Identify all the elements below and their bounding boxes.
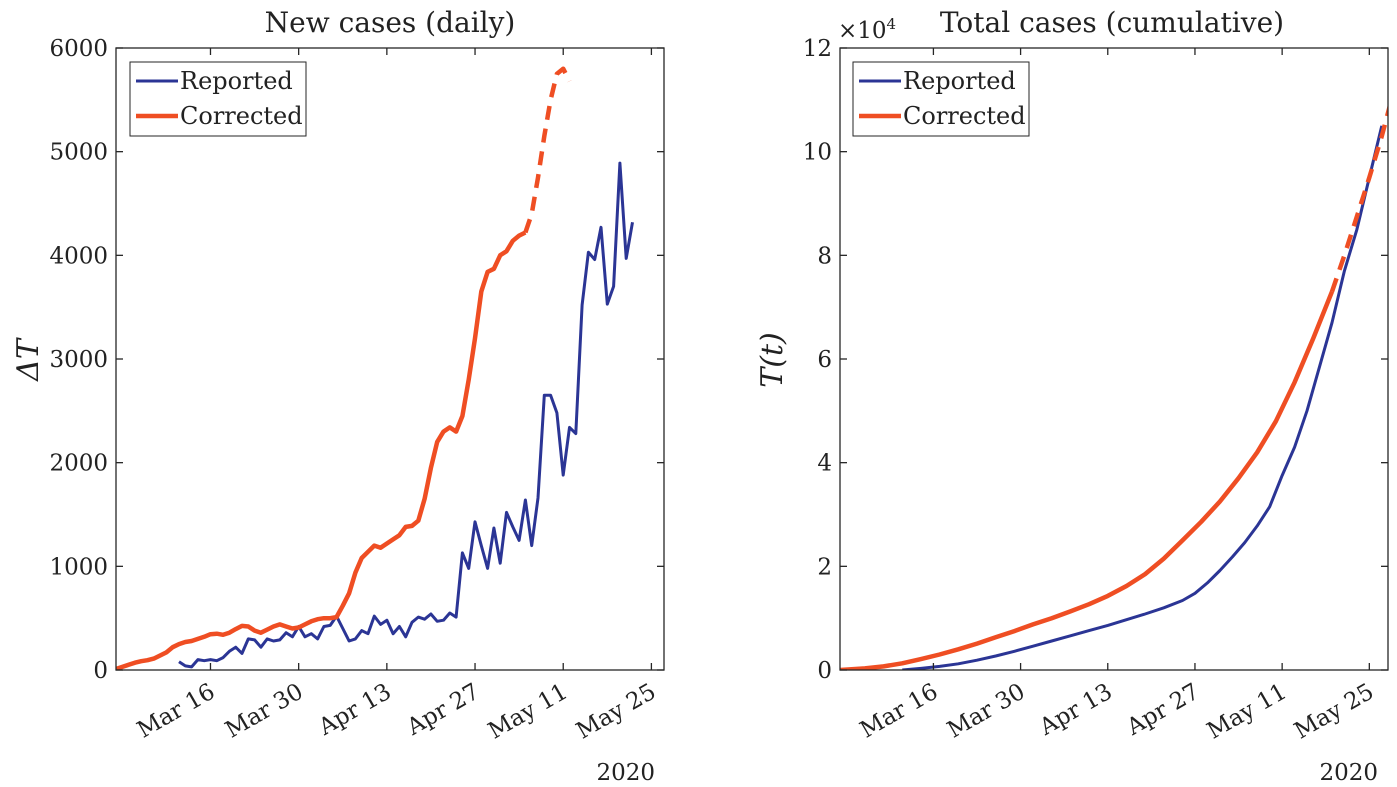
reported-series-line <box>902 125 1384 670</box>
x-tick-label: Apr 13 <box>314 679 396 741</box>
x-tick-label: May 25 <box>572 679 660 745</box>
y-tick-label: 0 <box>93 658 108 684</box>
y-tick-label: 6000 <box>49 36 108 62</box>
x-tick-label: Apr 27 <box>1122 679 1204 741</box>
x-tick-label: Mar 16 <box>133 679 219 744</box>
y-tick-label: 3000 <box>49 347 108 373</box>
y-tick-label: 1000 <box>49 554 108 580</box>
daily-cases-panel: New cases (daily) ΔT 2020 0 1000 2000 3000 4… <box>11 6 665 786</box>
reported-series-line <box>178 161 634 669</box>
y-tick-label: 4 <box>817 451 832 477</box>
legend-label: Corrected <box>180 102 303 130</box>
y-tick-label: 8 <box>817 243 832 269</box>
cumulative-cases-panel: Total cases (cumulative) T(t) 2020 ×104 … <box>755 6 1389 786</box>
x-tick-label: May 25 <box>1290 679 1378 745</box>
y-tick-label: 12 <box>803 36 832 62</box>
legend-label: Corrected <box>903 102 1026 130</box>
x-tick-label: Apr 13 <box>1035 679 1117 741</box>
y-tick-label: 2 <box>817 554 832 580</box>
x-tick-label: Mar 16 <box>856 679 942 744</box>
y-axis-label: T(t) <box>755 332 790 387</box>
corrected-series-line <box>116 230 527 670</box>
x-tick-label: Mar 30 <box>221 679 307 744</box>
y-tick-label: 2000 <box>49 451 108 477</box>
x-axis-year: 2020 <box>1319 760 1378 786</box>
corrected-series-line <box>840 290 1335 670</box>
chart-title: Total cases (cumulative) <box>940 6 1284 39</box>
y-tick-label: 0 <box>817 658 832 684</box>
legend-box <box>129 61 307 137</box>
x-tick-label: May 11 <box>1203 679 1291 745</box>
x-axis-year: 2020 <box>596 760 655 786</box>
x-tick-label: Mar 30 <box>943 679 1029 744</box>
y-tick-label: 5000 <box>49 140 108 166</box>
legend: Reported Corrected <box>129 61 307 137</box>
corrected-projection-series-line <box>523 66 572 234</box>
y-tick-label: 6 <box>817 347 832 373</box>
y-tick-label: 4000 <box>49 243 108 269</box>
x-tick-label: Apr 27 <box>402 679 484 741</box>
legend-box <box>852 61 1030 137</box>
legend-label: Reported <box>180 67 293 95</box>
axes-box <box>115 47 665 671</box>
y-axis-exponent: ×104 <box>838 15 896 44</box>
chart-title: New cases (daily) <box>265 6 516 39</box>
corrected-projection-series-line <box>1329 104 1388 293</box>
y-axis-label: ΔT <box>11 337 46 382</box>
series-group <box>840 104 1388 670</box>
x-tick-label: May 11 <box>484 679 572 745</box>
legend: Reported Corrected <box>852 61 1030 137</box>
legend-label: Reported <box>903 67 1016 95</box>
series-group <box>116 66 634 670</box>
y-tick-label: 10 <box>803 140 832 166</box>
